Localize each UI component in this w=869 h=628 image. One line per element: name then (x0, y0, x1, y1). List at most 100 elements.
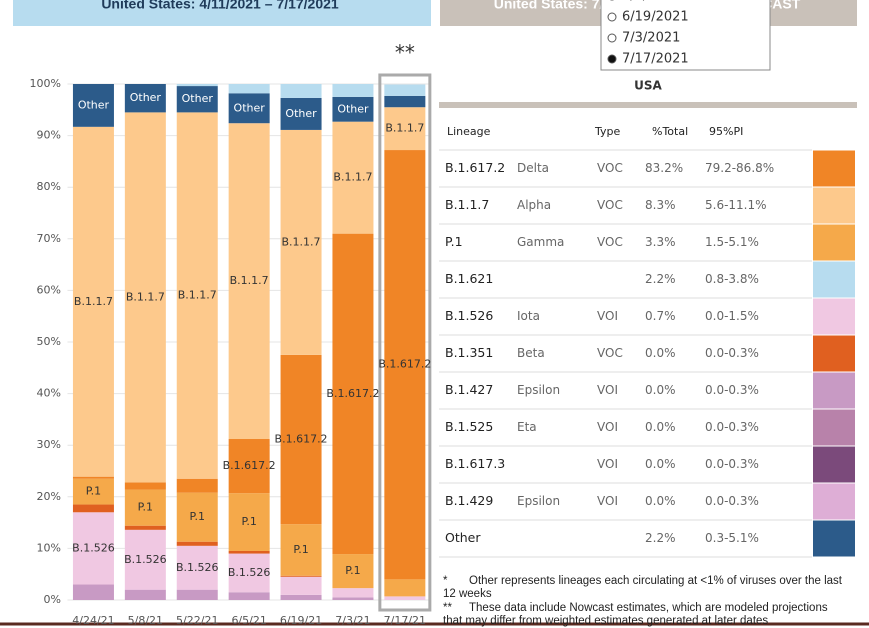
segment-label: B.1.1.7 (178, 289, 217, 302)
who-label: Epsilon (517, 383, 560, 397)
lineage: B.1.617.3 (445, 456, 505, 471)
bar-segment (228, 493, 270, 551)
bar-segment (332, 554, 374, 589)
dropdown-option: 7/3/2021 (622, 31, 680, 46)
segment-label: B.1.1.7 (126, 290, 165, 303)
lineage: B.1.526 (445, 308, 493, 323)
color-swatch (813, 409, 855, 446)
who-label: Gamma (517, 235, 564, 249)
segment-label: B.1.526 (176, 561, 219, 574)
date-dropdown[interactable]: 6/5/2021 6/19/2021 7/3/2021 7/17/2021 (600, 0, 771, 71)
type: VOC (597, 235, 623, 249)
bar-segment (384, 150, 426, 580)
segment-label: B.1.1.7 (385, 122, 424, 135)
radio (607, 12, 617, 22)
pi: 0.0-0.3% (705, 494, 759, 508)
color-swatch (813, 520, 855, 557)
type: VOI (597, 383, 618, 397)
x-tick-label: 5/8/21 (128, 614, 163, 627)
segment-label: Other (285, 107, 317, 120)
bar-segment (280, 97, 322, 130)
y-tick-label: 40% (37, 387, 61, 400)
lineage: Other (445, 530, 481, 545)
pi: 0.0-0.3% (705, 383, 759, 397)
y-tick-label: 0% (44, 593, 61, 606)
segment-label: B.1.526 (228, 566, 271, 579)
color-swatch (813, 224, 855, 261)
annotation: ** (395, 41, 415, 65)
y-tick-label: 20% (37, 490, 61, 503)
who-label: Alpha (517, 198, 551, 212)
pi: 0.0-0.3% (705, 457, 759, 471)
bar-segment (384, 107, 426, 151)
bar-segment (332, 121, 374, 234)
bar-segment (384, 579, 426, 597)
color-swatch (813, 261, 855, 298)
color-swatch (813, 446, 855, 483)
segment-label: B.1.617.2 (223, 459, 276, 472)
pi: 0.8-3.8% (705, 272, 759, 286)
bar-segment (124, 482, 166, 490)
segment-label: Other (337, 102, 369, 115)
x-tick-label: 6/5/21 (231, 614, 266, 627)
who-label: Iota (517, 309, 540, 323)
bar-segment (384, 95, 426, 108)
bar-segment (72, 512, 114, 585)
who-label: Eta (517, 420, 537, 434)
bar-segment (72, 476, 114, 479)
dropdown-option: 7/17/2021 (622, 52, 689, 67)
bar-segment (124, 525, 166, 530)
segment-label: Other (130, 91, 162, 104)
lineage: B.1.427 (445, 382, 493, 397)
color-swatch (813, 150, 855, 187)
pi: 0.3-5.1% (705, 531, 759, 545)
bar-segment (176, 86, 218, 113)
pi: 79.2-86.8% (705, 161, 774, 175)
region-title: USA (634, 79, 662, 93)
y-tick-label: 30% (37, 438, 61, 451)
bar-segment (332, 597, 374, 600)
color-swatch (813, 335, 855, 372)
left-banner (13, 0, 431, 26)
radio (607, 54, 617, 64)
who-label: Epsilon (517, 494, 560, 508)
segment-label: P.1 (190, 510, 205, 523)
lineage: B.1.351 (445, 345, 493, 360)
bar-segment (280, 576, 322, 595)
bar-segment (124, 529, 166, 590)
footnote-mark: ** (443, 602, 452, 614)
bar-segment (72, 478, 114, 505)
lineage: B.1.1.7 (445, 197, 489, 212)
total: 0.0% (645, 494, 676, 508)
bar-segment (280, 594, 322, 600)
dropdown-box (600, 0, 771, 71)
lineage: B.1.621 (445, 271, 493, 286)
table-header: Lineage (447, 125, 491, 138)
x-tick-label: 7/17/21 (384, 614, 426, 627)
table-header: %Total (652, 125, 688, 138)
bar-segment (124, 112, 166, 483)
bar-segment (280, 354, 322, 525)
divider (439, 102, 857, 108)
bar-segment (124, 489, 166, 526)
lineage: B.1.429 (445, 493, 493, 508)
total: 2.2% (645, 531, 676, 545)
y-tick-label: 70% (37, 232, 61, 245)
total: 0.7% (645, 309, 676, 323)
color-swatch (813, 187, 855, 224)
color-swatch (813, 372, 855, 409)
bar-segment (176, 84, 218, 87)
bar-segment (176, 541, 218, 546)
y-tick-label: 100% (30, 77, 61, 90)
x-tick-label: 4/24/21 (72, 614, 114, 627)
bar-segment (280, 524, 322, 576)
left-banner-title: United States: 4/11/2021 – 7/17/2021 (101, 0, 339, 12)
bar-segment (228, 84, 270, 94)
type: VOC (597, 161, 623, 175)
who-label: Delta (517, 161, 549, 175)
bar-segment (280, 84, 322, 98)
bar-segment (228, 123, 270, 440)
segment-label: P.1 (241, 515, 256, 528)
bar-segment (72, 504, 114, 513)
